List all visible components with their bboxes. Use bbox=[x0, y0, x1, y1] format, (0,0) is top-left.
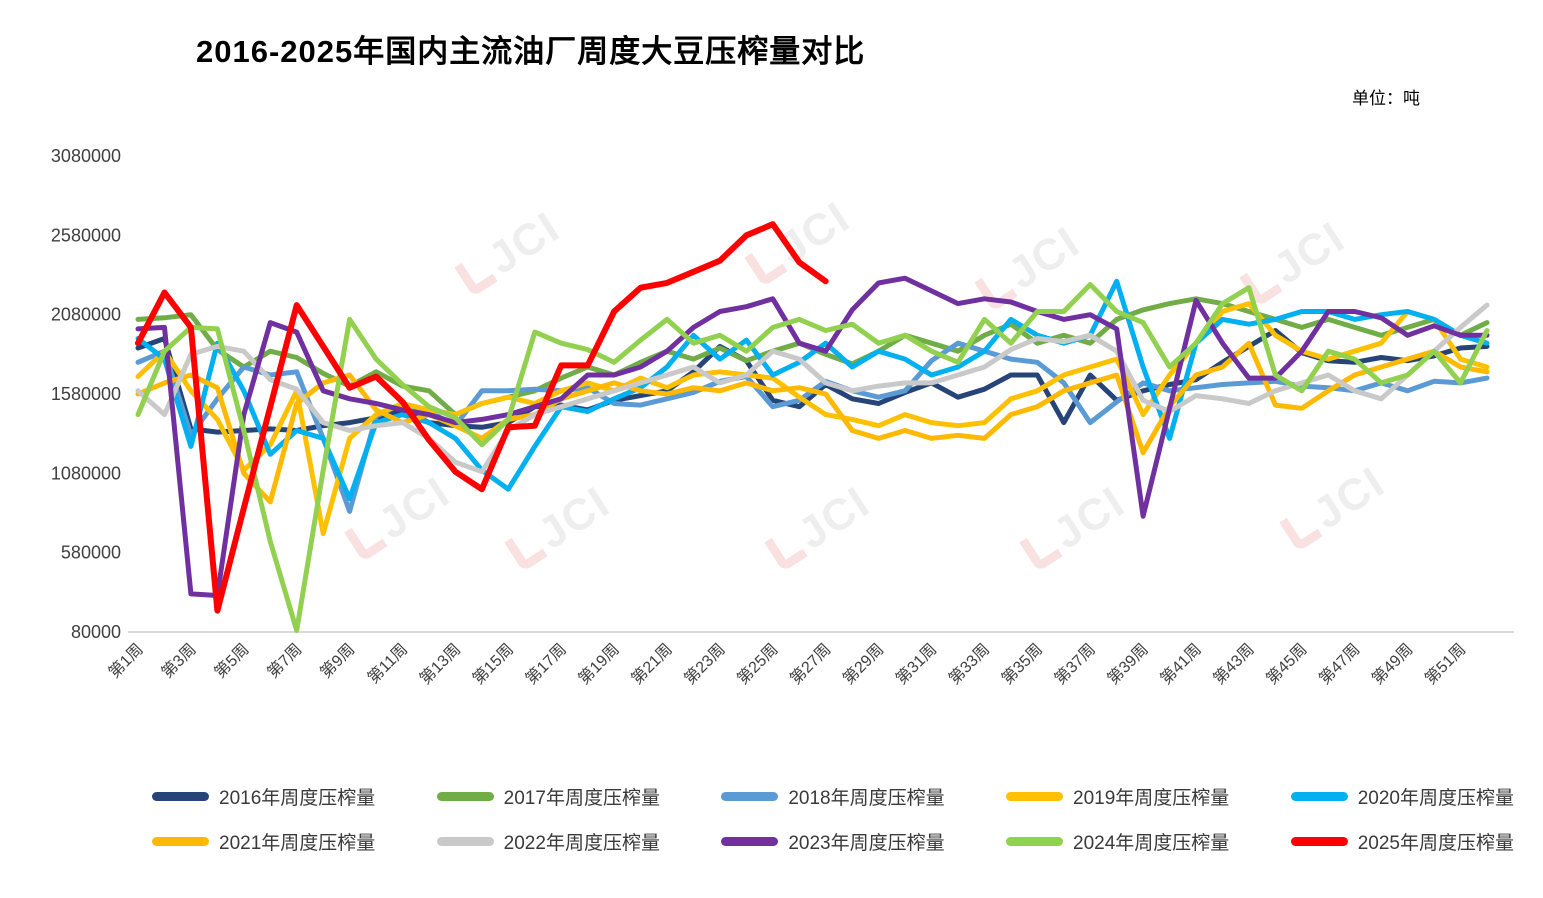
x-axis-tick-label: 第51周 bbox=[1421, 640, 1469, 688]
y-axis-tick-label: 3080000 bbox=[51, 146, 121, 166]
x-axis-tick-label: 第25周 bbox=[734, 640, 782, 688]
legend-item-2019: 2019年周度压榨量 bbox=[1006, 783, 1229, 810]
x-axis-tick-label: 第39周 bbox=[1104, 640, 1152, 688]
legend-label: 2017年周度压榨量 bbox=[503, 788, 660, 809]
legend-swatch-icon bbox=[1290, 837, 1348, 846]
x-axis-tick-label: 第45周 bbox=[1263, 640, 1311, 688]
y-axis-tick-label: 580000 bbox=[61, 543, 121, 563]
y-axis-tick-label: 2580000 bbox=[51, 225, 121, 245]
legend-item-2022: 2022年周度压榨量 bbox=[436, 828, 660, 855]
series-line-2021 bbox=[135, 340, 1490, 505]
x-axis-tick-label: 第9周 bbox=[317, 640, 359, 682]
legend-item-2024: 2024年周度压榨量 bbox=[1006, 828, 1229, 855]
x-axis-tick-label: 第37周 bbox=[1051, 640, 1099, 688]
legend-label: 2018年周度压榨量 bbox=[788, 788, 945, 809]
legend-label: 2022年周度压榨量 bbox=[503, 833, 660, 854]
legend-label: 2021年周度压榨量 bbox=[219, 833, 376, 854]
y-axis-tick-label: 1580000 bbox=[51, 384, 121, 404]
y-axis-tick-label: 1080000 bbox=[51, 463, 121, 483]
x-axis-tick-label: 第33周 bbox=[945, 640, 993, 688]
x-axis-tick-label: 第35周 bbox=[998, 640, 1046, 688]
x-axis-tick-label: 第21周 bbox=[628, 640, 676, 688]
x-axis-tick-label: 第27周 bbox=[787, 640, 835, 688]
x-axis-tick-label: 第13周 bbox=[416, 640, 464, 688]
chart-legend: 2016年周度压榨量 2017年周度压榨量 2018年周度压榨量 2019年周度压榨量… bbox=[152, 774, 1514, 864]
y-axis-tick-label: 80000 bbox=[71, 622, 121, 642]
unit-label: 单位：吨 bbox=[1352, 89, 1420, 108]
x-axis-tick-label: 第43周 bbox=[1210, 640, 1258, 688]
x-axis-tick-label: 第5周 bbox=[211, 640, 253, 682]
legend-swatch-icon bbox=[721, 837, 779, 846]
legend-item-2021: 2021年周度压榨量 bbox=[152, 828, 375, 855]
legend-item-2018: 2018年周度压榨量 bbox=[721, 783, 945, 810]
x-axis-tick-label: 第23周 bbox=[681, 640, 729, 688]
legend-row: 2021年周度压榨量 2022年周度压榨量 2023年周度压榨量 2024年周度压榨量… bbox=[152, 819, 1514, 864]
legend-item-2017: 2017年周度压榨量 bbox=[436, 783, 660, 810]
legend-row: 2016年周度压榨量 2017年周度压榨量 2018年周度压榨量 2019年周度压榨量… bbox=[152, 774, 1514, 819]
x-axis-tick-label: 第17周 bbox=[522, 640, 570, 688]
legend-label: 2024年周度压榨量 bbox=[1073, 833, 1230, 854]
legend-item-2016: 2016年周度压榨量 bbox=[152, 783, 375, 810]
x-axis-tick-label: 第3周 bbox=[158, 640, 200, 682]
series-line-2022 bbox=[135, 302, 1490, 475]
x-axis-tick-label: 第1周 bbox=[105, 640, 147, 682]
x-axis-tick-label: 第49周 bbox=[1369, 640, 1417, 688]
x-axis-tick-label: 第19周 bbox=[575, 640, 623, 688]
legend-label: 2025年周度压榨量 bbox=[1357, 833, 1514, 854]
legend-swatch-icon bbox=[1290, 792, 1348, 801]
legend-item-2023: 2023年周度压榨量 bbox=[721, 828, 945, 855]
chart-title: 2016-2025年国内主流油厂周度大豆压榨量对比 bbox=[196, 34, 866, 69]
y-axis-tick-label: 2080000 bbox=[51, 305, 121, 325]
legend-swatch-icon bbox=[152, 792, 209, 801]
legend-item-2020: 2020年周度压榨量 bbox=[1290, 783, 1514, 810]
x-axis-tick-label: 第11周 bbox=[364, 640, 411, 687]
legend-label: 2020年周度压榨量 bbox=[1357, 788, 1514, 809]
x-axis-tick-label: 第47周 bbox=[1316, 640, 1364, 688]
x-axis-tick-label: 第41周 bbox=[1157, 640, 1205, 688]
legend-label: 2019年周度压榨量 bbox=[1073, 788, 1230, 809]
legend-swatch-icon bbox=[152, 837, 209, 846]
legend-swatch-icon bbox=[1006, 792, 1064, 801]
series-line-2019 bbox=[135, 301, 1490, 537]
legend-swatch-icon bbox=[436, 792, 494, 801]
legend-label: 2023年周度压榨量 bbox=[788, 833, 945, 854]
legend-swatch-icon bbox=[436, 837, 494, 846]
series-line-2023 bbox=[135, 275, 1490, 598]
legend-item-2025: 2025年周度压榨量 bbox=[1290, 828, 1514, 855]
legend-swatch-icon bbox=[1006, 837, 1064, 846]
x-axis-tick-label: 第15周 bbox=[469, 640, 517, 688]
x-axis-tick-label: 第29周 bbox=[840, 640, 888, 688]
legend-swatch-icon bbox=[721, 792, 779, 801]
series-line-2020 bbox=[135, 278, 1490, 502]
series-line-2025 bbox=[135, 221, 829, 614]
x-axis-tick-label: 第31周 bbox=[892, 640, 940, 688]
series-line-2024 bbox=[135, 282, 1490, 633]
x-axis-tick-label: 第7周 bbox=[264, 640, 306, 682]
legend-label: 2016年周度压榨量 bbox=[219, 788, 376, 809]
